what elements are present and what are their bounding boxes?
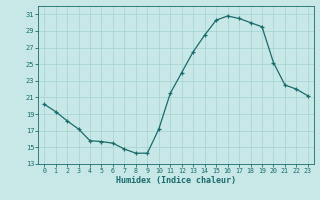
X-axis label: Humidex (Indice chaleur): Humidex (Indice chaleur) (116, 176, 236, 185)
